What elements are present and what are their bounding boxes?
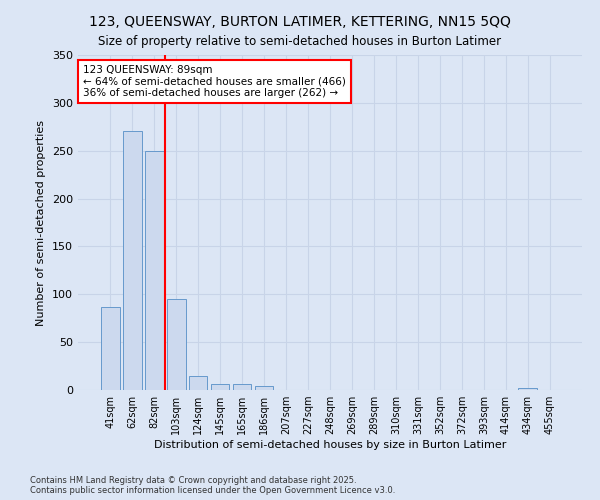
Text: Contains HM Land Registry data © Crown copyright and database right 2025.
Contai: Contains HM Land Registry data © Crown c…: [30, 476, 395, 495]
Bar: [145, 150, 164, 390]
Bar: [255, 386, 274, 390]
Bar: [233, 384, 251, 390]
Bar: [189, 376, 208, 390]
Text: 123 QUEENSWAY: 89sqm
← 64% of semi-detached houses are smaller (466)
36% of semi: 123 QUEENSWAY: 89sqm ← 64% of semi-detac…: [83, 65, 346, 98]
Bar: [211, 384, 229, 390]
X-axis label: Distribution of semi-detached houses by size in Burton Latimer: Distribution of semi-detached houses by …: [154, 440, 506, 450]
Text: Size of property relative to semi-detached houses in Burton Latimer: Size of property relative to semi-detach…: [98, 35, 502, 48]
Bar: [167, 299, 185, 390]
Text: 123, QUEENSWAY, BURTON LATIMER, KETTERING, NN15 5QQ: 123, QUEENSWAY, BURTON LATIMER, KETTERIN…: [89, 15, 511, 29]
Bar: [123, 130, 142, 390]
Bar: [101, 306, 119, 390]
Bar: [518, 388, 537, 390]
Y-axis label: Number of semi-detached properties: Number of semi-detached properties: [37, 120, 46, 326]
